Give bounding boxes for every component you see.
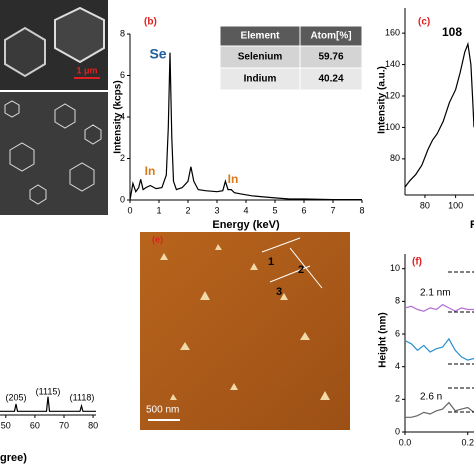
table-cell-text: Selenium — [238, 52, 283, 63]
table-cell-text: 59.76 — [318, 52, 343, 63]
y-tick-label: 4 — [395, 361, 400, 371]
y-axis-title: Height (nm) — [378, 312, 389, 368]
x-axis-title: R — [470, 219, 474, 231]
profile-line — [261, 237, 301, 253]
x-tick-label: 0 — [127, 205, 132, 215]
data-line — [405, 401, 474, 418]
y-tick-label: 2 — [395, 394, 400, 404]
afm-background — [140, 232, 350, 430]
peak-label: In — [145, 164, 156, 178]
y-tick-label: 6 — [395, 328, 400, 338]
peak-label: 108 — [442, 25, 462, 39]
y-tick-label: 0 — [395, 426, 400, 436]
x-tick-label: 70 — [59, 420, 69, 430]
table-cell-text: Indium — [244, 74, 277, 85]
x-tick-label: 8 — [359, 205, 364, 215]
marker: 2 — [298, 264, 304, 276]
table-cell — [299, 67, 363, 91]
scale-label: 1 μm — [76, 65, 97, 75]
sem-bottom — [0, 92, 108, 215]
height-label: 2.1 nm — [420, 288, 451, 299]
y-axis-title: Intensity (kcps) — [113, 80, 124, 153]
x-tick-label: 100 — [448, 200, 463, 210]
data-line — [129, 52, 362, 201]
peak-label: Se — [149, 46, 166, 62]
x-tick-label: 60 — [30, 420, 40, 430]
x-tick-label: 50 — [1, 420, 11, 430]
peak-label: (1115) — [36, 386, 61, 396]
x-tick-label: 2 — [185, 205, 190, 215]
data-line — [0, 396, 96, 412]
x-tick-label: 80 — [88, 420, 98, 430]
flakes — [4, 100, 102, 205]
panel-label: (e) — [152, 234, 163, 244]
y-tick-label: 160 — [385, 28, 400, 38]
marker: 1 — [268, 256, 274, 268]
x-tick-label: 6 — [301, 205, 306, 215]
hexagon — [4, 26, 46, 78]
afm-triangles — [160, 244, 330, 400]
peak-label: (1118) — [70, 392, 95, 402]
table-cell-text: 40.24 — [318, 74, 343, 85]
x-tick-label: 7 — [330, 205, 335, 215]
table-header: Element — [241, 31, 281, 42]
y-tick-label: 6 — [120, 70, 125, 80]
y-tick-label: 120 — [385, 90, 400, 100]
x-axis-title: gree) — [0, 452, 27, 464]
y-tick-label: 140 — [385, 59, 400, 69]
y-tick-label: 80 — [390, 153, 400, 163]
panel-label: (b) — [144, 17, 157, 28]
afm-image: (e) 1 2 3 500 nm — [140, 232, 350, 430]
x-tick-label: 1 — [156, 205, 161, 215]
table-header: Atom[%] — [310, 31, 351, 42]
x-tick-label: 0.2 — [461, 437, 474, 447]
x-tick-label: 3 — [214, 205, 219, 215]
scale-label: 500 nm — [146, 405, 179, 416]
peak-label: (205) — [5, 392, 26, 402]
data-line — [404, 303, 474, 312]
y-tick-label: 0 — [120, 194, 125, 204]
x-tick-label: 0.0 — [399, 437, 412, 447]
x-axis-title: Energy (keV) — [212, 219, 280, 231]
y-tick-label: 4 — [120, 111, 125, 121]
panel-label: (f) — [412, 257, 422, 268]
x-tick-label: 5 — [272, 205, 277, 215]
y-tick-label: 100 — [385, 122, 400, 132]
data-line — [404, 337, 474, 361]
peak-label: In — [228, 172, 239, 186]
x-tick-label: 80 — [420, 200, 430, 210]
sem-images: 1 μm — [0, 0, 108, 215]
height-label: 2.6 n — [420, 392, 442, 403]
panel-label: (c) — [418, 17, 430, 28]
y-tick-label: 8 — [395, 296, 400, 306]
y-tick-label: 2 — [120, 153, 125, 163]
y-tick-label: 10 — [390, 263, 400, 273]
marker: 3 — [276, 286, 282, 298]
profile-line — [269, 265, 311, 283]
data-line — [404, 41, 474, 188]
hexagon — [54, 6, 105, 64]
x-tick-label: 4 — [243, 205, 248, 215]
y-axis-title: Intensity (a.u.) — [377, 66, 388, 134]
y-tick-label: 8 — [120, 28, 125, 38]
